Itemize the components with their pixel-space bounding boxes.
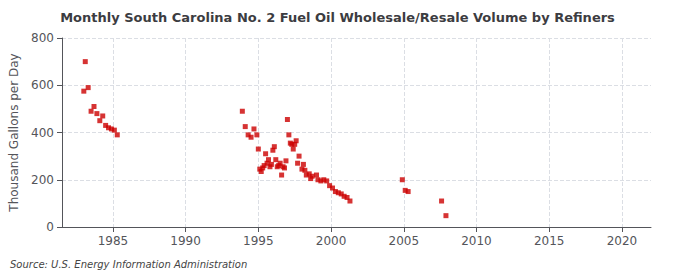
svg-text:2010: 2010 [461,234,492,248]
svg-text:2000: 2000 [316,234,347,248]
svg-text:600: 600 [31,78,54,92]
svg-text:800: 800 [31,31,54,45]
svg-text:2005: 2005 [388,234,419,248]
svg-text:1990: 1990 [170,234,201,248]
svg-text:200: 200 [31,173,54,187]
svg-text:0: 0 [46,220,54,234]
svg-text:Source: U.S. Energy Informatio: Source: U.S. Energy Information Administ… [10,259,247,270]
svg-text:1985: 1985 [98,234,129,248]
svg-text:2020: 2020 [607,234,638,248]
svg-text:400: 400 [31,126,54,140]
svg-text:Monthly South Carolina No. 2 F: Monthly South Carolina No. 2 Fuel Oil Wh… [60,10,615,25]
svg-text:1995: 1995 [243,234,274,248]
svg-text:Thousand Gallons per Day: Thousand Gallons per Day [7,53,21,212]
svg-text:2015: 2015 [534,234,565,248]
